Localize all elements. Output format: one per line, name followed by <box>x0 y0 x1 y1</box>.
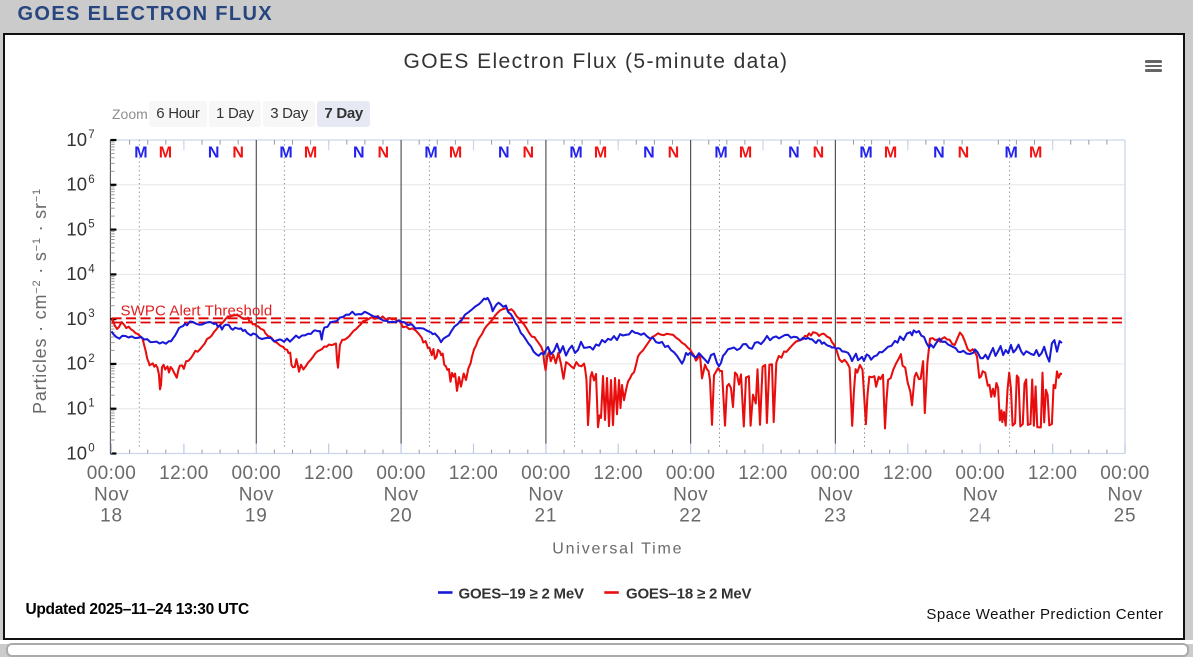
svg-text:M: M <box>159 145 172 162</box>
svg-text:10: 10 <box>66 263 87 284</box>
svg-text:00:00: 00:00 <box>376 463 426 484</box>
svg-text:12:00: 12:00 <box>593 463 643 484</box>
svg-text:M: M <box>884 145 897 162</box>
svg-text:N: N <box>813 145 825 162</box>
svg-text:2: 2 <box>88 353 94 365</box>
svg-text:3: 3 <box>88 308 94 320</box>
svg-text:7: 7 <box>88 129 94 141</box>
svg-text:M: M <box>594 145 607 162</box>
svg-text:Nov: Nov <box>673 485 708 506</box>
svg-text:GOES–19 ≥ 2 MeV: GOES–19 ≥ 2 MeV <box>459 585 584 602</box>
svg-text:6: 6 <box>88 174 94 186</box>
svg-text:00:00: 00:00 <box>811 463 861 484</box>
svg-text:M: M <box>859 145 872 162</box>
svg-text:Nov: Nov <box>94 485 129 506</box>
svg-text:12:00: 12:00 <box>883 463 933 484</box>
svg-text:23: 23 <box>824 505 847 526</box>
svg-text:12:00: 12:00 <box>159 463 209 484</box>
svg-text:18: 18 <box>100 505 123 526</box>
svg-text:N: N <box>668 145 680 162</box>
svg-text:M: M <box>424 145 437 162</box>
svg-text:M: M <box>569 145 582 162</box>
svg-text:N: N <box>232 145 244 162</box>
svg-text:N: N <box>958 145 970 162</box>
svg-text:22: 22 <box>679 505 702 526</box>
svg-text:SWPC Alert Threshold: SWPC Alert Threshold <box>121 303 273 320</box>
svg-text:10: 10 <box>66 442 87 463</box>
svg-text:12:00: 12:00 <box>449 463 499 484</box>
svg-text:20: 20 <box>390 505 413 526</box>
svg-text:00:00: 00:00 <box>1100 463 1150 484</box>
svg-text:M: M <box>449 145 462 162</box>
svg-text:21: 21 <box>535 505 558 526</box>
svg-text:Nov: Nov <box>963 485 998 506</box>
svg-text:10: 10 <box>66 308 87 329</box>
svg-text:Particles · cm−2 · s−1 · sr−1: Particles · cm−2 · s−1 · sr−1 <box>30 188 50 414</box>
svg-text:Nov: Nov <box>818 485 853 506</box>
svg-text:N: N <box>378 145 390 162</box>
svg-text:Nov: Nov <box>528 485 563 506</box>
svg-text:N: N <box>353 145 365 162</box>
svg-text:10: 10 <box>66 353 87 374</box>
svg-text:10: 10 <box>66 218 87 239</box>
svg-text:5: 5 <box>88 219 94 231</box>
svg-text:10: 10 <box>66 129 87 150</box>
svg-text:M: M <box>134 145 147 162</box>
svg-text:N: N <box>933 145 945 162</box>
svg-text:N: N <box>523 145 535 162</box>
svg-text:12:00: 12:00 <box>304 463 354 484</box>
svg-text:Nov: Nov <box>239 485 274 506</box>
svg-text:N: N <box>208 145 220 162</box>
svg-text:N: N <box>643 145 655 162</box>
svg-text:24: 24 <box>969 505 992 526</box>
svg-text:00:00: 00:00 <box>87 463 137 484</box>
svg-text:M: M <box>1005 145 1018 162</box>
svg-text:N: N <box>498 145 510 162</box>
svg-text:00:00: 00:00 <box>955 463 1005 484</box>
svg-text:10: 10 <box>66 398 87 419</box>
svg-text:19: 19 <box>245 505 268 526</box>
svg-text:Nov: Nov <box>384 485 419 506</box>
svg-text:Universal Time: Universal Time <box>552 541 683 558</box>
svg-text:GOES–18 ≥ 2 MeV: GOES–18 ≥ 2 MeV <box>626 585 751 602</box>
svg-text:Nov: Nov <box>1108 485 1143 506</box>
svg-text:M: M <box>1029 145 1042 162</box>
svg-text:10: 10 <box>66 174 87 195</box>
svg-text:12:00: 12:00 <box>1028 463 1078 484</box>
svg-text:00:00: 00:00 <box>232 463 282 484</box>
svg-text:25: 25 <box>1114 505 1137 526</box>
svg-text:N: N <box>788 145 800 162</box>
svg-text:12:00: 12:00 <box>738 463 788 484</box>
svg-text:1: 1 <box>88 398 94 410</box>
svg-text:00:00: 00:00 <box>521 463 571 484</box>
svg-text:00:00: 00:00 <box>666 463 716 484</box>
svg-text:M: M <box>714 145 727 162</box>
svg-text:M: M <box>739 145 752 162</box>
svg-text:M: M <box>304 145 317 162</box>
svg-text:M: M <box>279 145 292 162</box>
svg-text:0: 0 <box>88 443 94 455</box>
svg-text:4: 4 <box>88 263 95 275</box>
